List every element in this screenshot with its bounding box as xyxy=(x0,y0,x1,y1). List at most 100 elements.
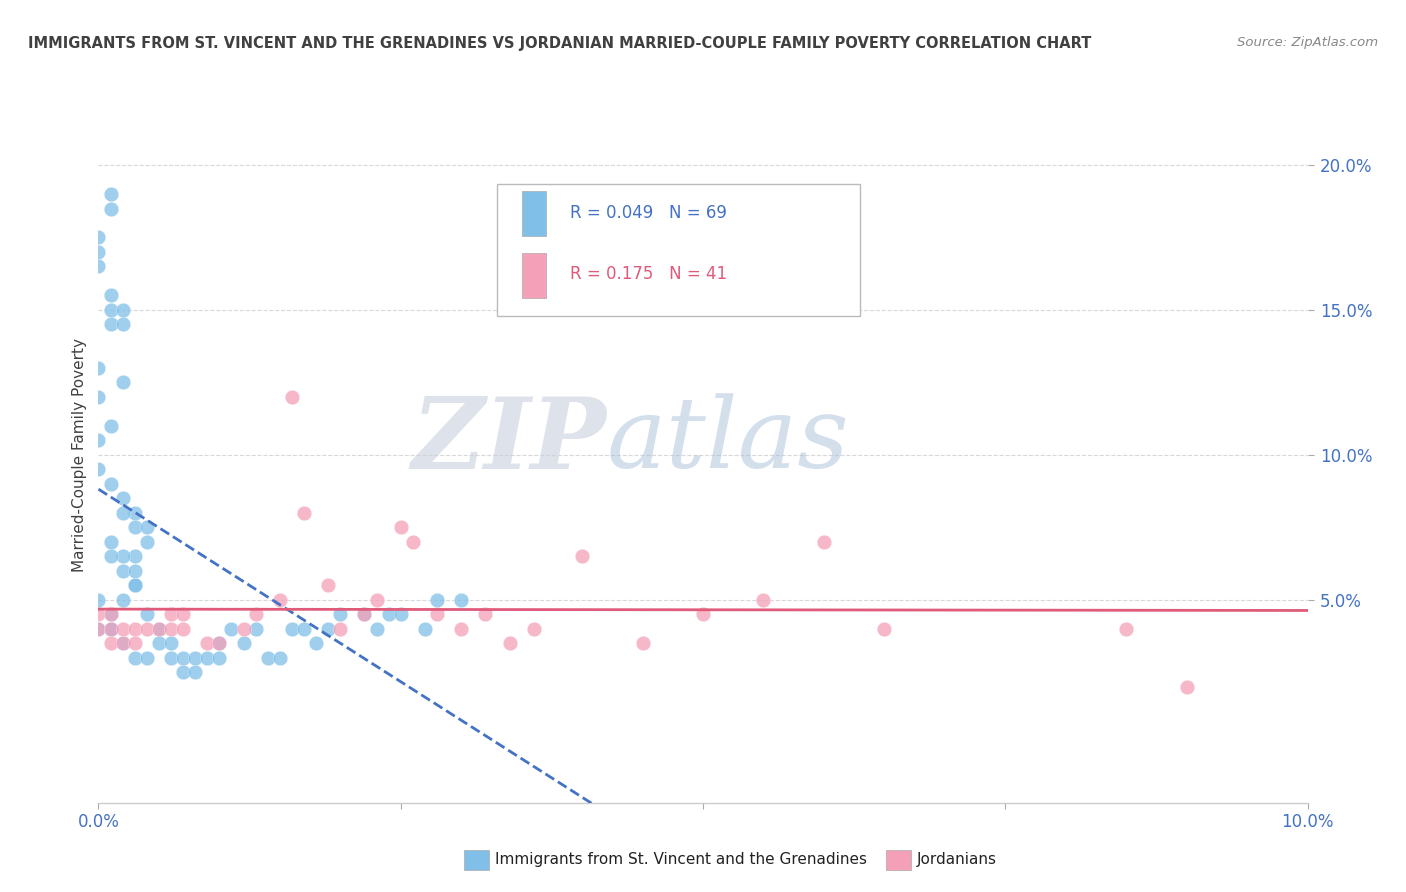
Point xyxy=(87,360,110,375)
Point xyxy=(316,578,339,592)
Point xyxy=(111,636,134,650)
Point xyxy=(353,607,375,622)
Point xyxy=(111,622,134,636)
Point xyxy=(377,607,399,622)
Point xyxy=(124,564,146,578)
Point xyxy=(474,607,496,622)
Point xyxy=(100,288,122,302)
Point xyxy=(111,318,134,332)
Point xyxy=(111,592,134,607)
Point xyxy=(100,302,122,317)
Point xyxy=(232,622,254,636)
Point xyxy=(366,622,388,636)
Point xyxy=(281,390,304,404)
Point xyxy=(111,491,134,506)
Point xyxy=(87,592,110,607)
Point xyxy=(124,636,146,650)
Point xyxy=(100,318,122,332)
Point xyxy=(87,230,110,244)
Point xyxy=(135,651,157,665)
Point xyxy=(184,651,207,665)
Point xyxy=(389,520,412,534)
Point xyxy=(366,592,388,607)
Point xyxy=(160,651,183,665)
Point xyxy=(111,636,134,650)
Point xyxy=(87,390,110,404)
Point xyxy=(111,564,134,578)
Point xyxy=(100,636,122,650)
Point xyxy=(329,607,352,622)
Point xyxy=(100,476,122,491)
Text: ZIP: ZIP xyxy=(412,392,606,489)
Point xyxy=(87,244,110,259)
Point xyxy=(1115,622,1137,636)
Point xyxy=(426,607,449,622)
Point xyxy=(195,636,218,650)
Point xyxy=(269,651,291,665)
Point xyxy=(873,622,896,636)
Point xyxy=(450,592,472,607)
Point xyxy=(100,622,122,636)
Point xyxy=(124,520,146,534)
Point xyxy=(124,651,146,665)
Point xyxy=(160,622,183,636)
Point xyxy=(135,520,157,534)
Point xyxy=(135,622,157,636)
Point xyxy=(571,549,593,564)
Point xyxy=(292,506,315,520)
Point xyxy=(100,549,122,564)
Point xyxy=(100,622,122,636)
Point xyxy=(631,636,654,650)
Point xyxy=(402,534,425,549)
Text: Immigrants from St. Vincent and the Grenadines: Immigrants from St. Vincent and the Gren… xyxy=(495,853,868,867)
Point xyxy=(124,549,146,564)
Point xyxy=(316,622,339,636)
Point xyxy=(172,665,194,680)
Point xyxy=(692,607,714,622)
Point xyxy=(148,636,170,650)
Point xyxy=(111,376,134,390)
Point xyxy=(208,636,231,650)
Text: Jordanians: Jordanians xyxy=(917,853,997,867)
Point xyxy=(111,302,134,317)
Point xyxy=(124,578,146,592)
Point xyxy=(1175,680,1198,694)
Point xyxy=(87,260,110,274)
Point xyxy=(124,506,146,520)
Point xyxy=(413,622,436,636)
Point xyxy=(292,622,315,636)
Point xyxy=(100,607,122,622)
Point xyxy=(100,202,122,216)
Point xyxy=(135,534,157,549)
Point xyxy=(184,665,207,680)
Text: R = 0.049   N = 69: R = 0.049 N = 69 xyxy=(569,203,727,222)
Point xyxy=(124,578,146,592)
Point xyxy=(87,607,110,622)
Point xyxy=(172,622,194,636)
Point xyxy=(160,636,183,650)
Point xyxy=(329,622,352,636)
FancyBboxPatch shape xyxy=(522,191,546,235)
Point xyxy=(111,506,134,520)
Point xyxy=(232,636,254,650)
Point xyxy=(450,622,472,636)
Point xyxy=(148,622,170,636)
Point xyxy=(172,651,194,665)
Text: IMMIGRANTS FROM ST. VINCENT AND THE GRENADINES VS JORDANIAN MARRIED-COUPLE FAMIL: IMMIGRANTS FROM ST. VINCENT AND THE GREN… xyxy=(28,36,1091,51)
FancyBboxPatch shape xyxy=(498,184,860,316)
Point xyxy=(124,622,146,636)
Point xyxy=(221,622,243,636)
FancyBboxPatch shape xyxy=(522,253,546,298)
Point xyxy=(208,651,231,665)
Point xyxy=(426,592,449,607)
Point xyxy=(100,187,122,202)
Point xyxy=(148,622,170,636)
Point xyxy=(100,418,122,433)
Point xyxy=(172,607,194,622)
Point xyxy=(813,534,835,549)
Point xyxy=(160,607,183,622)
Y-axis label: Married-Couple Family Poverty: Married-Couple Family Poverty xyxy=(72,338,87,572)
Point xyxy=(208,636,231,650)
Text: Source: ZipAtlas.com: Source: ZipAtlas.com xyxy=(1237,36,1378,49)
Point xyxy=(269,592,291,607)
